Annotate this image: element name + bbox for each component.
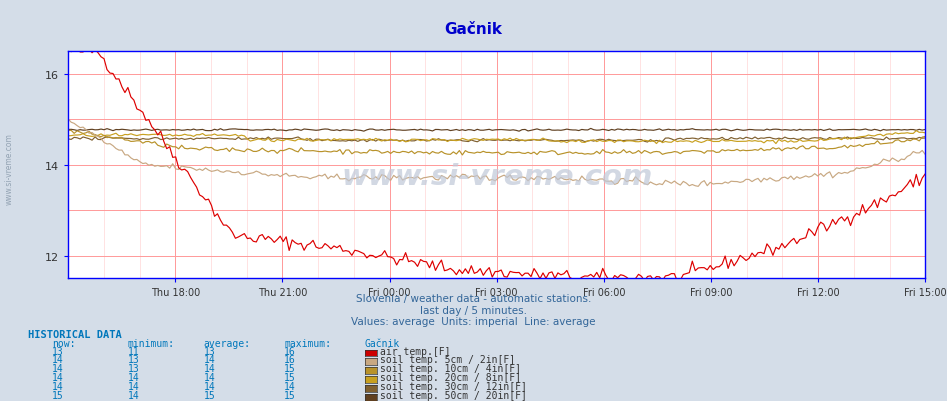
Text: 14: 14 bbox=[128, 372, 139, 382]
Text: 15: 15 bbox=[284, 390, 295, 400]
Text: www.si-vreme.com: www.si-vreme.com bbox=[341, 163, 652, 191]
Text: last day / 5 minutes.: last day / 5 minutes. bbox=[420, 305, 527, 315]
Text: 15: 15 bbox=[284, 372, 295, 382]
Text: 16: 16 bbox=[284, 346, 295, 356]
Text: 13: 13 bbox=[128, 363, 139, 373]
Text: 14: 14 bbox=[128, 390, 139, 400]
Text: soil temp. 10cm / 4in[F]: soil temp. 10cm / 4in[F] bbox=[380, 363, 521, 373]
Text: HISTORICAL DATA: HISTORICAL DATA bbox=[28, 330, 122, 340]
Text: Gačnik: Gačnik bbox=[444, 22, 503, 37]
Text: soil temp. 30cm / 12in[F]: soil temp. 30cm / 12in[F] bbox=[380, 381, 527, 391]
Text: 14: 14 bbox=[52, 381, 63, 391]
Text: 16: 16 bbox=[284, 354, 295, 365]
Text: 13: 13 bbox=[204, 346, 215, 356]
Text: 15: 15 bbox=[284, 363, 295, 373]
Text: 15: 15 bbox=[52, 390, 63, 400]
Text: Slovenia / weather data - automatic stations.: Slovenia / weather data - automatic stat… bbox=[356, 294, 591, 304]
Text: maximum:: maximum: bbox=[284, 338, 331, 348]
Text: 13: 13 bbox=[128, 354, 139, 365]
Text: average:: average: bbox=[204, 338, 251, 348]
Text: Gačnik: Gačnik bbox=[365, 338, 400, 348]
Text: 13: 13 bbox=[52, 346, 63, 356]
Text: soil temp. 20cm / 8in[F]: soil temp. 20cm / 8in[F] bbox=[380, 372, 521, 382]
Text: 14: 14 bbox=[204, 363, 215, 373]
Text: 11: 11 bbox=[128, 346, 139, 356]
Text: 14: 14 bbox=[204, 372, 215, 382]
Text: air temp.[F]: air temp.[F] bbox=[380, 346, 450, 356]
Text: 14: 14 bbox=[128, 381, 139, 391]
Text: Values: average  Units: imperial  Line: average: Values: average Units: imperial Line: av… bbox=[351, 316, 596, 326]
Text: 14: 14 bbox=[204, 354, 215, 365]
Text: 14: 14 bbox=[52, 363, 63, 373]
Text: 14: 14 bbox=[52, 372, 63, 382]
Text: minimum:: minimum: bbox=[128, 338, 175, 348]
Text: www.si-vreme.com: www.si-vreme.com bbox=[5, 133, 14, 204]
Text: 14: 14 bbox=[52, 354, 63, 365]
Text: now:: now: bbox=[52, 338, 76, 348]
Text: soil temp. 50cm / 20in[F]: soil temp. 50cm / 20in[F] bbox=[380, 390, 527, 400]
Text: 15: 15 bbox=[204, 390, 215, 400]
Text: 14: 14 bbox=[284, 381, 295, 391]
Text: soil temp. 5cm / 2in[F]: soil temp. 5cm / 2in[F] bbox=[380, 354, 515, 365]
Text: 14: 14 bbox=[204, 381, 215, 391]
